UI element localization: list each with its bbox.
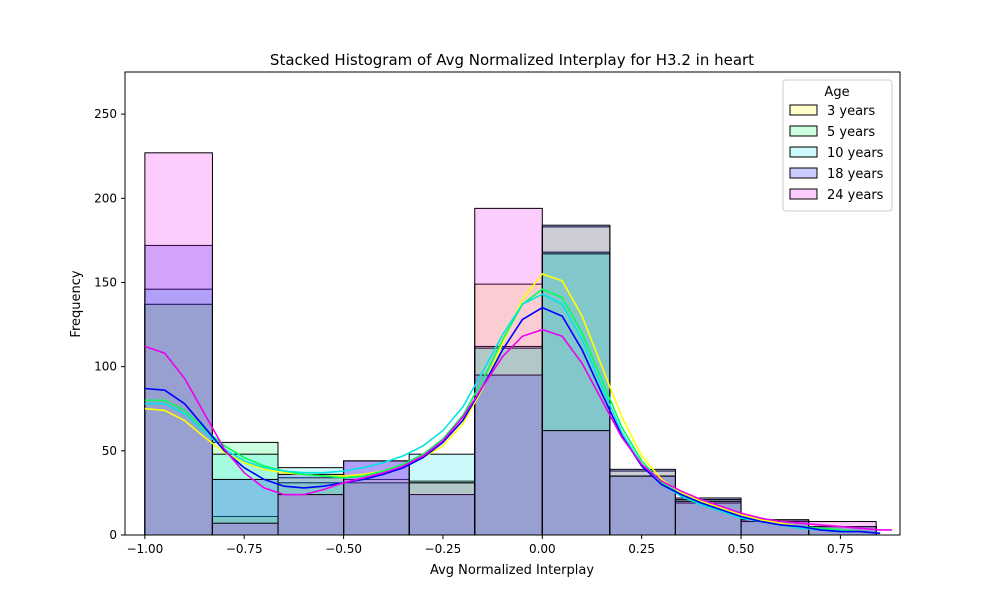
legend-label: 18 years: [827, 167, 884, 182]
y-tick-label: 100: [94, 360, 117, 374]
axes-frame: [124, 71, 901, 536]
x-tick-label: −1.00: [126, 542, 163, 556]
x-tick-label: −0.75: [226, 542, 263, 556]
legend-label: 3 years: [827, 104, 875, 119]
bar-5-years-4: [408, 482, 476, 536]
y-tick-label: 150: [94, 275, 117, 289]
bar-18-years-4: [408, 494, 476, 536]
bar-10-years-0: [144, 288, 213, 536]
x-tick-label: 0.00: [529, 542, 556, 556]
x-tick-label: 0.50: [728, 542, 755, 556]
x-tick-label: −0.25: [425, 542, 462, 556]
chart-title: Stacked Histogram of Avg Normalized Inte…: [270, 51, 754, 69]
legend-swatch: [789, 167, 818, 179]
y-tick-label: 250: [94, 107, 117, 121]
legend-label: 10 years: [827, 146, 884, 161]
legend: Age 3 years 5 years 10 years 18 years 24 yea…: [782, 79, 893, 212]
bar-5-years-2: [277, 482, 345, 536]
legend-swatch: [789, 125, 818, 137]
bar-10-years-8: [674, 502, 742, 536]
bar-24-years-4: [408, 482, 476, 536]
legend-label: 24 years: [827, 188, 884, 203]
bar-3-years-0: [144, 303, 213, 536]
y-axis-label: Frequency: [69, 270, 84, 337]
bar-24-years-0: [144, 152, 213, 536]
bar-24-years-5: [474, 207, 543, 536]
x-tick-label: −0.50: [325, 542, 362, 556]
bar-5-years-3: [343, 482, 410, 536]
legend-swatch: [789, 146, 818, 158]
kde-24-years: [144, 328, 893, 531]
bar-24-years-2: [277, 494, 345, 536]
bar-24-years-6: [541, 430, 611, 536]
x-axis-label: Avg Normalized Interplay: [430, 563, 594, 578]
legend-label: 5 years: [827, 125, 875, 140]
plot-area: [144, 152, 893, 536]
axes: −1.00 −0.75 −0.50 −0.25 0.00 0.25 0.50 0.75 0 50 1…: [94, 71, 901, 556]
bar-10-years-2: [277, 467, 345, 536]
legend-swatch: [789, 188, 818, 200]
y-tick-label: 50: [102, 444, 117, 458]
bar-24-years-1: [211, 522, 279, 536]
bar-3-years-3: [343, 478, 410, 536]
x-tick-label: 0.25: [628, 542, 655, 556]
kde-18-years: [144, 306, 881, 535]
legend-title: Age: [824, 85, 849, 100]
bar-5-years-0: [144, 303, 213, 536]
y-tick-label: 200: [94, 191, 117, 205]
y-tick-label: 0: [109, 528, 117, 542]
bar-18-years-5: [474, 374, 543, 536]
legend-swatch: [789, 104, 818, 116]
x-tick-label: 0.75: [827, 542, 854, 556]
